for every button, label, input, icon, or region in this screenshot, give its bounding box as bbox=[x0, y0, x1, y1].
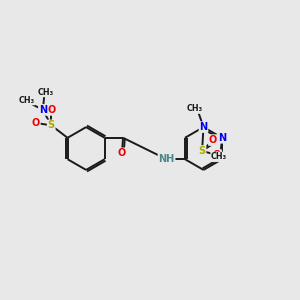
Text: O: O bbox=[213, 150, 221, 160]
Text: O: O bbox=[118, 148, 126, 158]
Text: O: O bbox=[47, 105, 55, 115]
Text: N: N bbox=[39, 105, 47, 115]
Text: S: S bbox=[199, 146, 206, 156]
Text: O: O bbox=[32, 118, 40, 128]
Text: CH₃: CH₃ bbox=[187, 104, 203, 113]
Text: CH₃: CH₃ bbox=[19, 96, 35, 105]
Text: S: S bbox=[48, 120, 55, 130]
Text: CH₃: CH₃ bbox=[38, 88, 54, 97]
Text: N: N bbox=[200, 122, 208, 132]
Text: CH₃: CH₃ bbox=[211, 152, 227, 161]
Text: N: N bbox=[218, 133, 226, 143]
Text: NH: NH bbox=[158, 154, 175, 164]
Text: O: O bbox=[209, 135, 217, 145]
